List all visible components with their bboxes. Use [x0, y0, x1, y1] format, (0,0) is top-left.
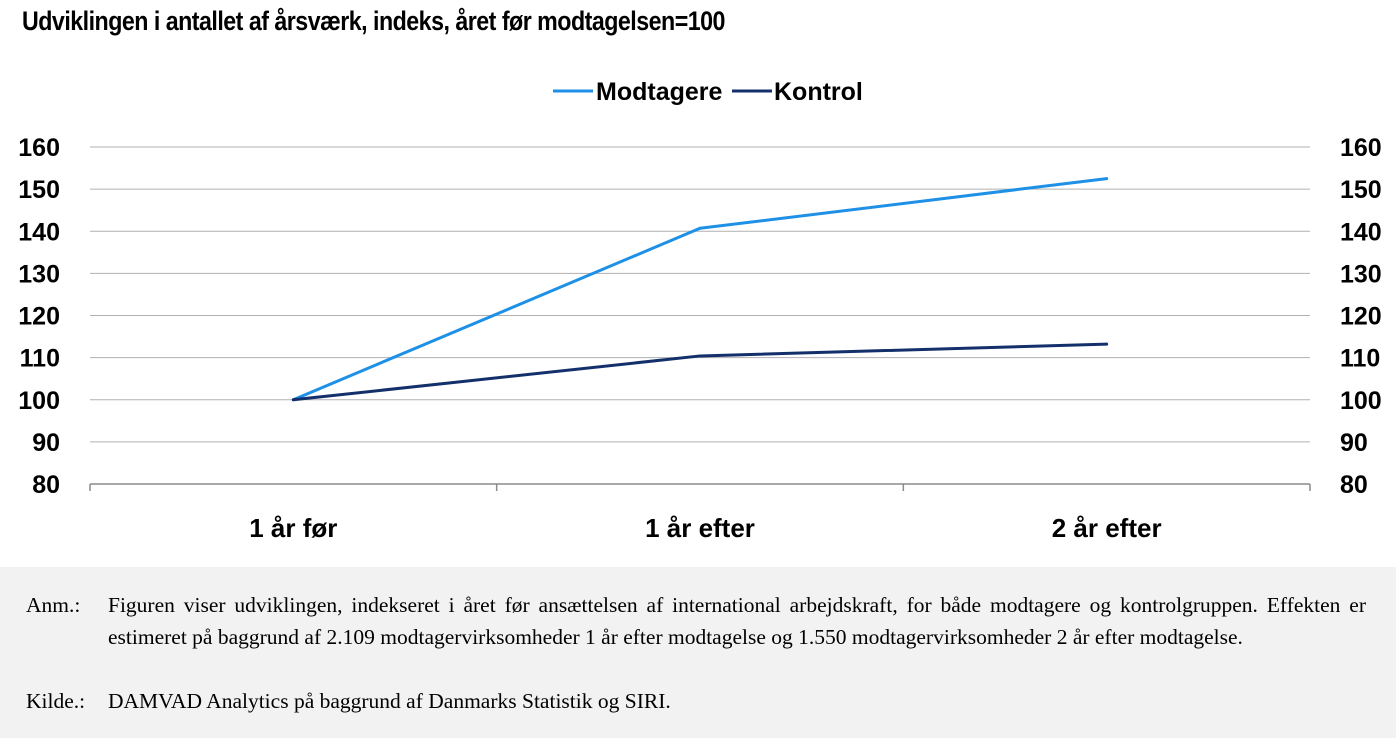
- y-tick-label-left: 80: [32, 471, 60, 499]
- data-point-modtagere: [698, 226, 702, 230]
- y-tick-label-left: 110: [20, 345, 60, 373]
- y-tick-label-left: 90: [32, 429, 60, 457]
- y-tick-label-left: 120: [18, 303, 60, 331]
- line-chart: 80 80 90 90 100 100 110 110 120 120 130 130 140 140 15…: [18, 78, 1382, 543]
- y-tick-label-left: 150: [18, 176, 60, 204]
- chart-title: Udviklingen i antallet af årsværk, indek…: [22, 6, 725, 36]
- y-tick-label-right: 90: [1340, 429, 1368, 457]
- x-tick-label: 1 år efter: [645, 513, 755, 543]
- note-anm-label: Anm.:: [26, 593, 81, 617]
- note-kilde-text: DAMVAD Analytics på baggrund af Danmarks…: [108, 689, 671, 713]
- series-line-kontrol: [293, 342, 1107, 402]
- y-tick-label-right: 130: [1340, 260, 1382, 288]
- y-tick-label-right: 150: [1340, 176, 1382, 204]
- data-point-modtagere: [1105, 177, 1109, 181]
- x-tick-label: 2 år efter: [1052, 513, 1162, 543]
- y-tick-label-right: 160: [1340, 134, 1382, 162]
- y-tick-label-left: 130: [18, 260, 60, 288]
- legend-label-modtagere: Modtagere: [596, 78, 723, 106]
- y-tick-label-left: 140: [18, 218, 60, 246]
- y-tick-label-left: 160: [18, 134, 60, 162]
- y-tick-label-left: 100: [18, 387, 60, 415]
- x-tick-label: 1 år før: [249, 513, 337, 543]
- note-kilde-label: Kilde.:: [26, 689, 86, 713]
- y-tick-label-right: 120: [1340, 303, 1382, 331]
- legend-label-kontrol: Kontrol: [774, 78, 863, 106]
- y-tick-label-right: 80: [1340, 471, 1368, 499]
- data-point-kontrol: [1105, 342, 1109, 346]
- series-line-modtagere: [292, 177, 1107, 402]
- y-tick-label-right: 140: [1340, 218, 1382, 246]
- y-tick-label-right: 100: [1340, 387, 1382, 415]
- note-anm-text: Figuren viser udviklingen, indekseret i …: [108, 593, 1366, 649]
- notes-panel: Anm.: Figuren viser udviklingen, indekse…: [0, 567, 1396, 738]
- data-point-kontrol: [291, 398, 295, 402]
- data-point-kontrol: [698, 354, 702, 358]
- y-tick-label-right: 110: [1340, 345, 1380, 373]
